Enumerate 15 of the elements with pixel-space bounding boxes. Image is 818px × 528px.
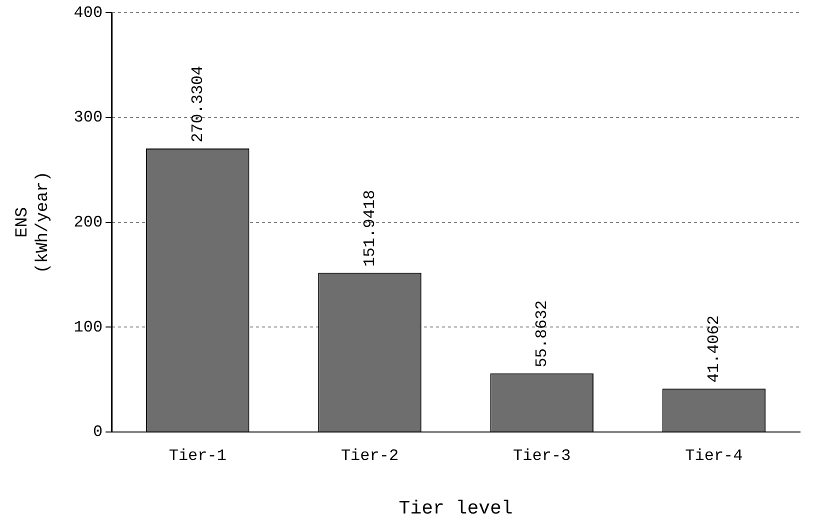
y-axis-title: ENS (kWh/year)	[14, 171, 54, 274]
x-tick-label: Tier-3	[513, 446, 571, 465]
data-label: 270.3304	[188, 66, 207, 143]
y-tick-label: 100	[74, 318, 103, 336]
y-tick-label: 200	[74, 214, 103, 232]
data-label: 41.4062	[705, 315, 724, 383]
y-tick-label: 0	[92, 423, 103, 442]
data-label: 55.8632	[533, 300, 552, 368]
y-tick-label: 300	[74, 108, 103, 127]
x-tick-label: Tier-4	[685, 446, 743, 465]
y-tick-label: 400	[74, 4, 103, 22]
data-label: 151.9418	[360, 190, 379, 267]
x-axis-title: Tier level	[398, 498, 513, 520]
x-tick-label: Tier-1	[168, 446, 226, 465]
x-tick-label: Tier-2	[340, 446, 399, 465]
